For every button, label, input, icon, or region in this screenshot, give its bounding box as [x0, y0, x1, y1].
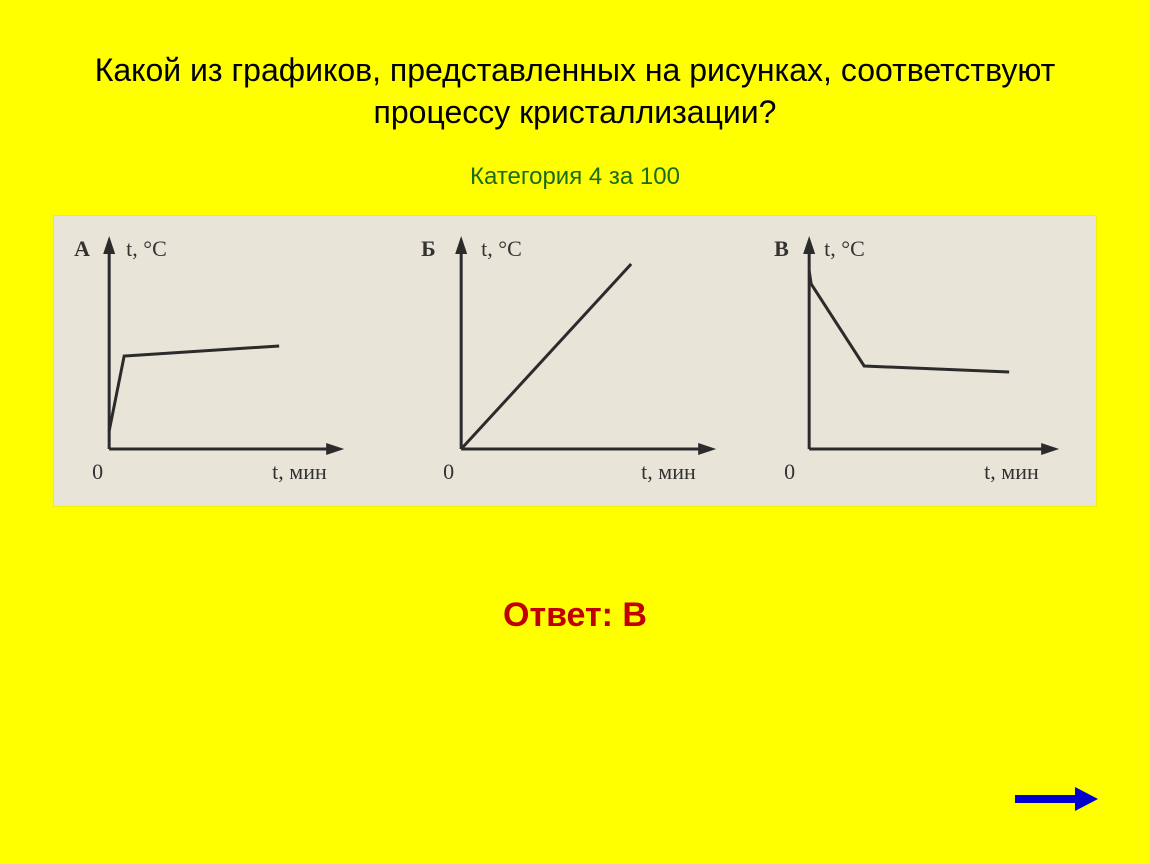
- chart-c-origin: 0: [784, 459, 795, 484]
- chart-panel-c: В t, °C t, мин 0: [749, 216, 1096, 506]
- chart-a-origin: 0: [92, 459, 103, 484]
- chart-b-svg: Б t, °C t, мин 0: [401, 216, 748, 506]
- chart-b-curve: [461, 264, 631, 449]
- chart-a-yaxis-label: t, °C: [126, 236, 167, 261]
- question-text: Какой из графиков, представленных на рис…: [0, 0, 1150, 153]
- chart-panel-b: Б t, °C t, мин 0: [401, 216, 748, 506]
- chart-a-x-arrow: [326, 443, 344, 455]
- chart-c-yaxis-label: t, °C: [824, 236, 865, 261]
- chart-c-xaxis-label: t, мин: [984, 459, 1039, 484]
- chart-b-y-arrow: [455, 236, 467, 254]
- chart-c-svg: В t, °C t, мин 0: [749, 216, 1096, 506]
- answer-text: Ответ: В: [0, 506, 1150, 635]
- chart-a-xaxis-label: t, мин: [272, 459, 327, 484]
- chart-b-label: Б: [421, 236, 436, 261]
- next-arrow[interactable]: [1010, 784, 1100, 819]
- chart-a-svg: А t, °C t, мин 0: [54, 216, 401, 506]
- chart-c-y-arrow: [803, 236, 815, 254]
- chart-b-xaxis-label: t, мин: [641, 459, 696, 484]
- chart-b-origin: 0: [443, 459, 454, 484]
- chart-c-x-arrow: [1041, 443, 1059, 455]
- chart-a-y-arrow: [103, 236, 115, 254]
- chart-a-curve: [109, 346, 279, 431]
- chart-b-x-arrow: [698, 443, 716, 455]
- charts-container: А t, °C t, мин 0 Б t, °C t, мин 0: [54, 216, 1096, 506]
- chart-b-yaxis-label: t, °C: [481, 236, 522, 261]
- chart-a-label: А: [74, 236, 90, 261]
- category-text: Категория 4 за 100: [0, 153, 1150, 216]
- chart-panel-a: А t, °C t, мин 0: [54, 216, 401, 506]
- chart-c-label: В: [774, 236, 789, 261]
- chart-c-curve: [809, 271, 1009, 372]
